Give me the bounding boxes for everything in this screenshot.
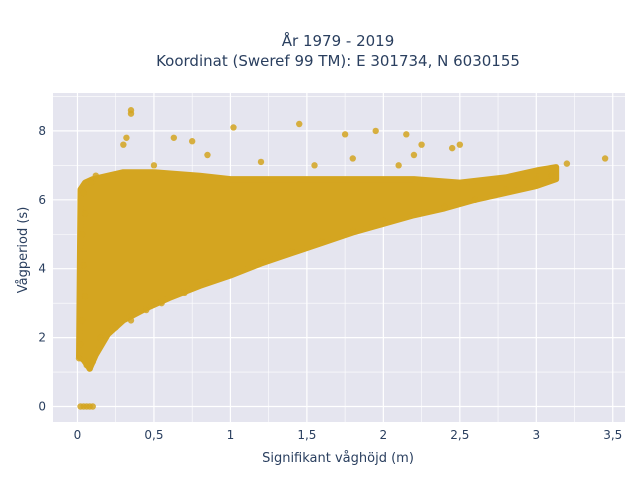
y-tick-label: 2 <box>38 331 46 345</box>
data-point <box>158 299 165 307</box>
data-point <box>257 158 265 166</box>
data-point <box>89 403 96 410</box>
x-tick-label: 2 <box>380 428 388 442</box>
data-points-layer <box>75 107 609 410</box>
data-point <box>81 293 89 300</box>
data-point <box>78 317 86 324</box>
y-tick-label: 0 <box>38 399 46 413</box>
data-point <box>97 334 104 341</box>
x-tick-label: 0 <box>74 428 82 442</box>
data-point <box>410 210 418 217</box>
data-point <box>380 217 387 224</box>
data-point <box>112 324 119 331</box>
x-tick-label: 2,5 <box>450 428 469 442</box>
data-point <box>441 203 448 210</box>
x-tick-label: 1 <box>227 428 235 442</box>
data-point <box>471 196 479 203</box>
data-point <box>77 341 84 348</box>
dense-point-cloud <box>76 164 560 372</box>
point-cloud-layer <box>76 164 560 372</box>
y-tick-label: 8 <box>38 124 46 138</box>
data-point <box>88 179 95 186</box>
data-point <box>456 141 464 148</box>
data-point <box>89 358 96 365</box>
data-point <box>150 162 158 169</box>
data-point <box>395 162 402 169</box>
data-point <box>75 355 83 362</box>
data-point <box>318 237 326 245</box>
chart-title-line-1: År 1979 - 2019 <box>282 31 395 50</box>
data-point <box>227 268 234 276</box>
x-tick-label: 3 <box>532 428 540 442</box>
data-point <box>123 134 130 141</box>
data-point <box>127 110 135 117</box>
data-point <box>92 172 100 179</box>
data-point <box>372 127 379 135</box>
x-tick-label: 3,5 <box>603 428 622 442</box>
data-point <box>127 317 135 324</box>
data-point <box>418 141 425 148</box>
x-tick-labels: 0 0,5 1 1,5 2 2,5 3 3,5 <box>74 428 623 442</box>
data-point <box>502 186 509 193</box>
data-point <box>188 138 196 145</box>
chart-title-line-2: Koordinat (Sweref 99 TM): E 301734, N 60… <box>156 52 520 70</box>
data-point <box>86 365 93 372</box>
data-point <box>533 175 540 183</box>
data-point <box>230 124 237 131</box>
data-point <box>311 162 318 169</box>
data-point <box>80 189 87 197</box>
data-point <box>563 160 571 167</box>
y-axis-title: Vågperiod (s) <box>16 207 31 294</box>
data-point <box>120 141 127 148</box>
y-tick-labels: 0 2 4 6 8 <box>38 124 46 414</box>
data-point <box>341 131 349 138</box>
data-point <box>601 155 609 162</box>
data-point <box>257 258 265 266</box>
data-point <box>78 231 86 238</box>
x-tick-label: 0,5 <box>144 428 163 442</box>
data-point <box>80 262 87 269</box>
data-point <box>170 134 178 141</box>
x-tick-label: 1,5 <box>297 428 316 442</box>
data-point <box>204 151 211 159</box>
data-point <box>181 289 188 297</box>
data-point <box>410 151 418 159</box>
data-point <box>349 227 356 235</box>
x-axis-title: Signifikant våghöjd (m) <box>262 451 414 466</box>
y-tick-label: 6 <box>38 193 46 207</box>
data-point <box>349 155 356 162</box>
data-point <box>548 172 555 179</box>
data-point <box>296 120 303 128</box>
data-point <box>288 248 295 255</box>
y-tick-label: 4 <box>38 262 46 276</box>
data-point <box>143 306 150 314</box>
data-point <box>204 279 211 286</box>
data-point <box>448 144 456 152</box>
data-point <box>81 210 89 217</box>
data-point <box>403 131 410 138</box>
